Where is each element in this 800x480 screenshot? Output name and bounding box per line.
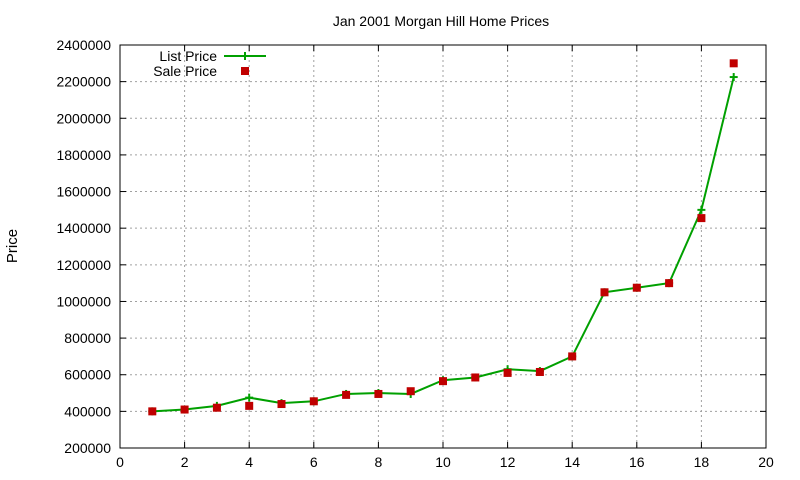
y-tick-label: 1400000 [56, 220, 111, 236]
y-tick-label: 2400000 [56, 37, 111, 53]
list-price-point [245, 393, 254, 402]
chart-title: Jan 2001 Morgan Hill Home Prices [333, 13, 549, 29]
x-tick-label: 10 [435, 454, 451, 470]
y-tick-label: 1600000 [56, 184, 111, 200]
x-tick-label: 12 [500, 454, 516, 470]
legend-plus [241, 52, 249, 60]
sale-price-point [632, 283, 641, 292]
sale-price-point [697, 214, 706, 223]
x-tick-label: 8 [375, 454, 383, 470]
x-tick-label: 4 [245, 454, 253, 470]
y-tick-label: 1000000 [56, 293, 111, 309]
x-tick-label: 16 [629, 454, 645, 470]
y-tick-label: 400000 [64, 403, 111, 419]
legend-label-list-price: List Price [159, 48, 217, 64]
legend-label-sale-price: Sale Price [153, 63, 217, 79]
sale-price-point [180, 405, 189, 414]
legend-marker-sale-price [241, 67, 249, 75]
grid [120, 45, 766, 448]
list-price-point [697, 205, 706, 214]
sale-price-point [503, 368, 512, 377]
sale-price-point [309, 397, 318, 406]
sale-price-point [471, 373, 480, 382]
sale-price-point [729, 59, 738, 68]
sale-price-point [600, 288, 609, 297]
x-tick-label: 20 [758, 454, 774, 470]
sale-price-point [406, 387, 415, 396]
sale-price-point [665, 279, 674, 288]
sale-price-point [245, 401, 254, 410]
y-tick-label: 200000 [64, 440, 111, 456]
plot-frame [119, 44, 767, 449]
sale-price-point [374, 389, 383, 398]
series-layer [148, 59, 738, 416]
list-price-point [729, 73, 738, 82]
x-tick-label: 18 [694, 454, 710, 470]
y-axis-label: Price [4, 229, 21, 263]
tick-labels: 0 2 4 6 8 10 12 14 16 18 20 200000 400000 600000 80000… [56, 37, 774, 470]
sale-price-point [212, 403, 221, 412]
x-tick-label: 2 [181, 454, 189, 470]
y-tick-label: 1200000 [56, 257, 111, 273]
y-tick-label: 1800000 [56, 147, 111, 163]
sale-price-point [277, 400, 286, 409]
sale-price-point [148, 407, 157, 416]
legend-marker-list-price [241, 52, 249, 60]
sale-price-point [439, 377, 447, 386]
y-tick-label: 2200000 [56, 74, 111, 90]
x-tick-label: 6 [310, 454, 318, 470]
x-tick-label: 0 [116, 454, 124, 470]
y-tick-label: 800000 [64, 330, 111, 346]
sale-price-point [342, 390, 351, 399]
legend: List Price Sale Price [153, 48, 266, 79]
y-tick-label: 2000000 [56, 110, 111, 126]
x-tick-label: 14 [564, 454, 580, 470]
y-tick-label: 600000 [64, 367, 111, 383]
sale-price-point [568, 352, 577, 361]
sale-price-point [535, 367, 544, 376]
